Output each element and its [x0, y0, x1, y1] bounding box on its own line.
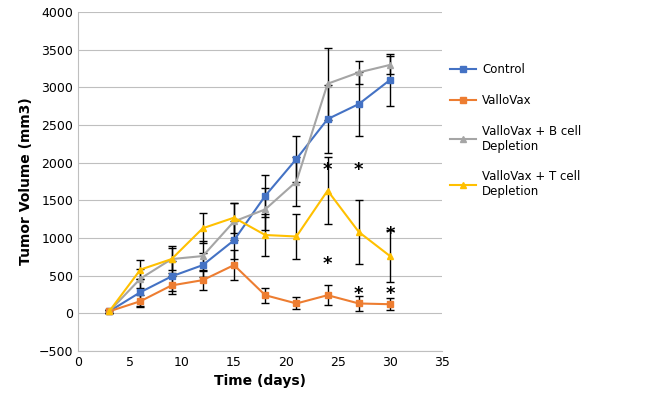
X-axis label: Time (days): Time (days)	[214, 374, 306, 388]
Y-axis label: Tumor Volume (mm3): Tumor Volume (mm3)	[19, 98, 33, 266]
Text: *: *	[354, 161, 363, 179]
Text: *: *	[354, 286, 363, 304]
Text: *: *	[385, 225, 395, 243]
Text: *: *	[323, 161, 332, 179]
Text: *: *	[385, 286, 395, 304]
Text: *: *	[323, 255, 332, 273]
Legend: Control, ValloVax, ValloVax + B cell
Depletion, ValloVax + T cell
Depletion: Control, ValloVax, ValloVax + B cell Dep…	[446, 58, 586, 203]
